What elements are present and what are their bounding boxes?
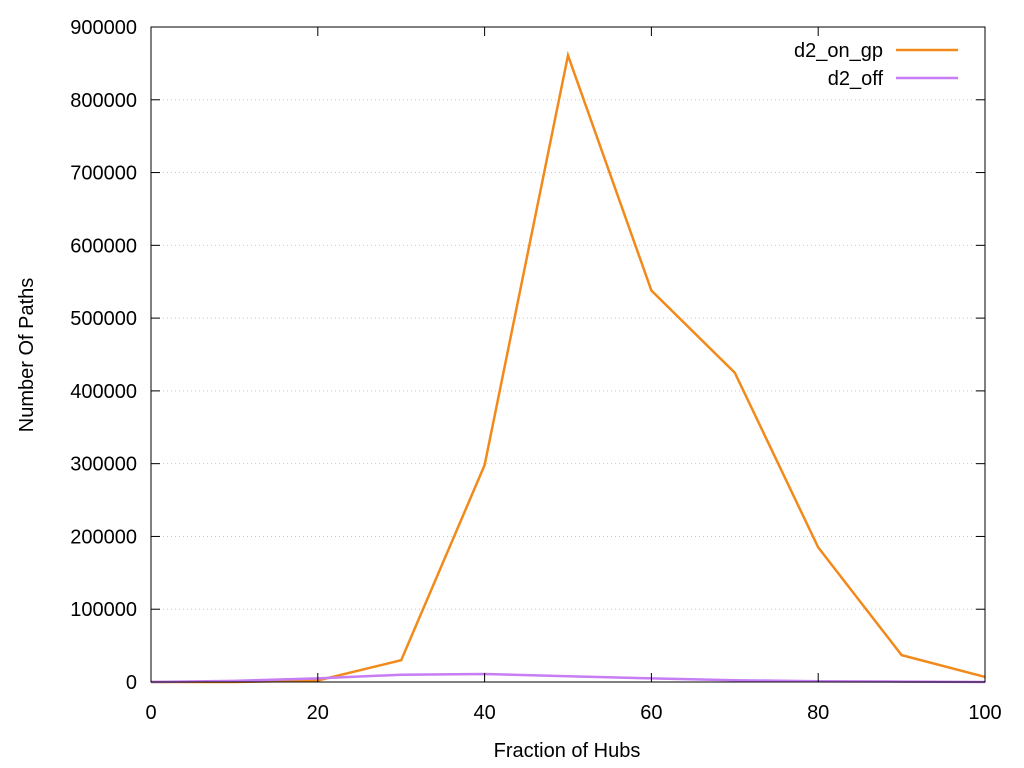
x-axis-label: Fraction of Hubs xyxy=(494,740,641,762)
y-tick-label: 600000 xyxy=(70,235,137,257)
legend: d2_on_gp d2_off xyxy=(794,40,958,90)
series-line-d2-off xyxy=(150,672,986,684)
y-tick-label: 800000 xyxy=(70,90,137,112)
gridlines xyxy=(151,99,985,610)
series-line-d2-on-gp xyxy=(151,50,986,684)
x-tick-label: 40 xyxy=(473,702,495,724)
y-tick-label: 700000 xyxy=(70,163,137,185)
legend-label: d2_on_gp xyxy=(794,40,883,62)
x-tick-label: 60 xyxy=(640,702,662,724)
x-tick-label: 80 xyxy=(807,702,829,724)
legend-label: d2_off xyxy=(828,68,884,90)
axis-ticks: 0 100000 200000 300000 400000 500000 600000 700… xyxy=(70,17,1001,724)
plot-frame xyxy=(150,26,986,683)
y-tick-label: 100000 xyxy=(70,599,137,621)
x-tick-label: 0 xyxy=(145,702,156,724)
y-axis-label: Number Of Paths xyxy=(16,278,38,433)
y-tick-label: 900000 xyxy=(70,17,137,39)
y-tick-label: 0 xyxy=(126,672,137,694)
x-tick-label: 100 xyxy=(968,702,1001,724)
y-tick-label: 400000 xyxy=(70,381,137,403)
y-tick-label: 200000 xyxy=(70,526,137,548)
x-tick-label: 20 xyxy=(307,702,329,724)
y-tick-label: 300000 xyxy=(70,454,137,476)
y-tick-label: 500000 xyxy=(70,308,137,330)
series-lines xyxy=(150,50,986,684)
